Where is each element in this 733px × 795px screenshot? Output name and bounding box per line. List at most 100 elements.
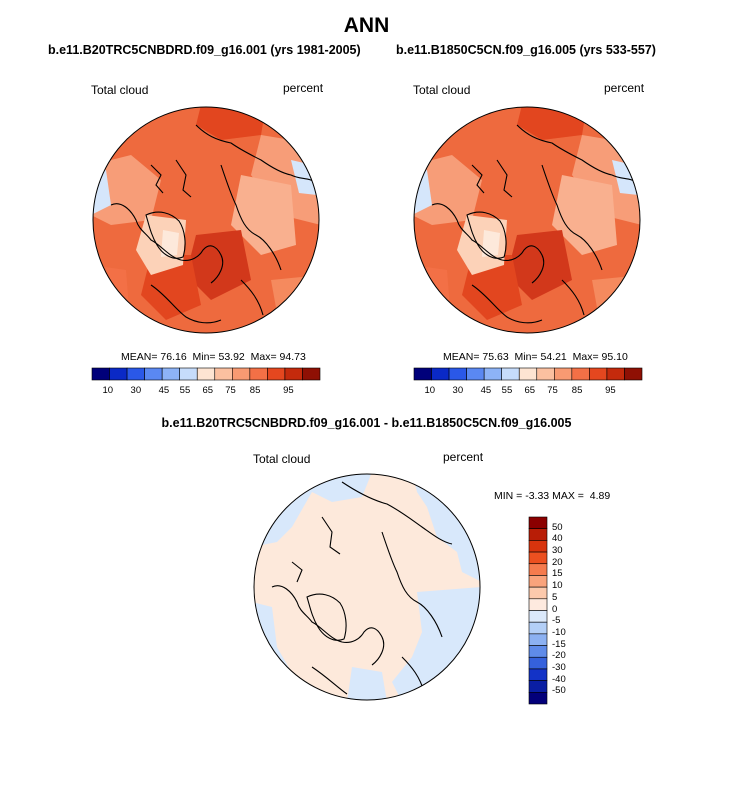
panel-2-variable-label: Total cloud [413,83,471,97]
panel-2-colorbar-swatch [431,367,450,381]
diff-colorbar-swatch [528,645,548,658]
panel-1-variable-label: Total cloud [91,83,149,97]
panel-2-coastlines [431,119,638,324]
diff-colorbar-tick-label: 10 [552,580,563,592]
panel-2-colorbar-tick-label: 95 [605,385,616,396]
diff-colorbar-swatch [528,563,548,576]
diff-min-value: -3.33 [525,490,550,502]
panel-2-colorbar-swatch [589,367,608,381]
diff-max-value: 4.89 [589,490,611,502]
panel-2-colorbar-swatch [501,367,520,381]
panel-2-colorbar-tick-label: 55 [501,385,513,396]
panel-2-stats: MEAN= 75.63 Min= 54.21 Max= 95.10 [443,351,628,363]
panel-2-cloud-field [414,107,640,333]
main-title: ANN [343,14,390,37]
panel-2-min-label: Min= [514,351,538,363]
panel-1-colorbar-swatch [109,367,128,381]
diff-colorbar-tick-label: -40 [552,673,566,685]
panel-1-units-label: percent [283,81,324,95]
diff-colorbar-swatch [528,598,548,611]
panel-1-colorbar-swatch [161,367,180,381]
panel-2-max-label: Max= [572,351,599,363]
diff-colorbar [528,516,548,705]
diff-units-label: percent [443,450,484,464]
panel-1-colorbar-swatch [214,367,233,381]
panel-1-mean-value: 76.16 [160,351,187,363]
diff-max-label: MAX = [552,490,584,502]
panel-1-colorbar-swatch [284,367,303,381]
panel-1-colorbar-swatch [144,367,163,381]
panel-2-colorbar-swatch [536,367,555,381]
panel-1-colorbar-swatch [126,367,145,381]
panel-1-colorbar-tick-label: 45 [158,385,170,396]
panel-1-colorbar-tick-label: 95 [283,385,294,396]
diff-cloud-field [254,474,480,700]
diff-colorbar-tick-label: 50 [552,521,563,533]
diff-variable-label: Total cloud [253,452,311,466]
panel-1-colorbar-swatch [91,367,110,381]
panel-1-colorbar-swatch [249,367,268,381]
diff-coastlines [271,481,453,695]
diff-colorbar-swatch [528,680,548,693]
panel-1-cloud-field [93,107,319,333]
panel-2-colorbar-swatch [606,367,625,381]
panel-1-max-label: Max= [250,351,277,363]
panel-1-max-value: 94.73 [279,351,306,363]
diff-colorbar-swatch [528,586,548,600]
panel-2-colorbar-swatch [413,367,432,381]
panel-1-colorbar-swatch [232,367,251,381]
panel-2-colorbar-labels: 10 30 45 55 65 75 85 95 [414,385,642,399]
diff-colorbar-swatch [528,668,548,681]
panel-2-colorbar-swatch [448,367,467,381]
panel-2-units-label: percent [604,81,645,95]
panel-1-colorbar-swatch [267,367,286,381]
panel-2-colorbar-swatch [466,367,485,381]
panel-2-colorbar-tick-label: 85 [571,385,583,396]
panel-1-min-value: 53.92 [218,351,245,363]
diff-minmax: MIN = -3.33 MAX = 4.89 [494,490,610,502]
panel-2-mean-label: MEAN= [443,351,480,363]
diff-colorbar-swatch [528,575,548,588]
panel-1-colorbar-tick-label: 10 [102,385,114,396]
panel-2-colorbar-tick-label: 75 [547,385,558,396]
diff-colorbar-tick-label: -30 [552,661,566,673]
diff-colorbar-swatch [528,528,548,541]
diff-colorbar-tick-label: -5 [552,615,561,627]
panel-2-colorbar-tick-label: 10 [424,385,436,396]
diff-colorbar-tick-label: 30 [552,545,563,557]
diff-colorbar-tick-label: 15 [552,568,563,580]
diff-colorbar-tick-label: -20 [552,650,566,662]
panel-2-polar-map [413,106,641,334]
panel-1-colorbar-tick-label: 55 [179,385,191,396]
diff-colorbar-tick-label: -15 [552,638,566,650]
panel-1-mean-label: MEAN= [121,351,158,363]
panel-1-colorbar-tick-label: 30 [130,385,142,396]
diff-colorbar-tick-label: -50 [552,685,566,697]
diff-title: b.e11.B20TRC5CNBDRD.f09_g16.001 - b.e11.… [161,416,572,430]
panel-1-colorbar-tick-label: 85 [249,385,261,396]
panel-1-polar-map [92,106,320,334]
diff-colorbar-swatch [528,633,548,646]
diff-colorbar-tick-label: 20 [552,556,563,568]
panel-2-mean-value: 75.63 [482,351,509,363]
diff-colorbar-tick-label: 0 [552,603,558,615]
diff-colorbar-swatch [528,656,548,670]
diff-colorbar-tick-label: 40 [552,533,563,545]
diff-colorbar-tick-label: -10 [552,626,566,638]
panel-2-colorbar-swatch [554,367,573,381]
panel-2-colorbar [413,367,643,381]
diff-colorbar-swatch [528,621,548,635]
diff-polar-map [253,473,481,701]
panel-1-colorbar-swatch [179,367,198,381]
panel-2-colorbar-tick-label: 30 [452,385,464,396]
diff-colorbar-swatch [528,551,548,565]
diff-colorbar-swatch [528,540,548,553]
diff-min-label: MIN = [494,490,523,502]
panel-2-colorbar-swatch [483,367,502,381]
diff-colorbar-swatch [528,516,548,529]
panel-2-case-title: b.e11.B1850C5CN.f09_g16.005 (yrs 533-557… [396,43,656,57]
panel-1-stats: MEAN= 76.16 Min= 53.92 Max= 94.73 [121,351,306,363]
panel-1-colorbar [91,367,321,381]
panel-1-case-title: b.e11.B20TRC5CNBDRD.f09_g16.001 (yrs 198… [48,43,361,57]
panel-2-min-value: 54.21 [540,351,567,363]
